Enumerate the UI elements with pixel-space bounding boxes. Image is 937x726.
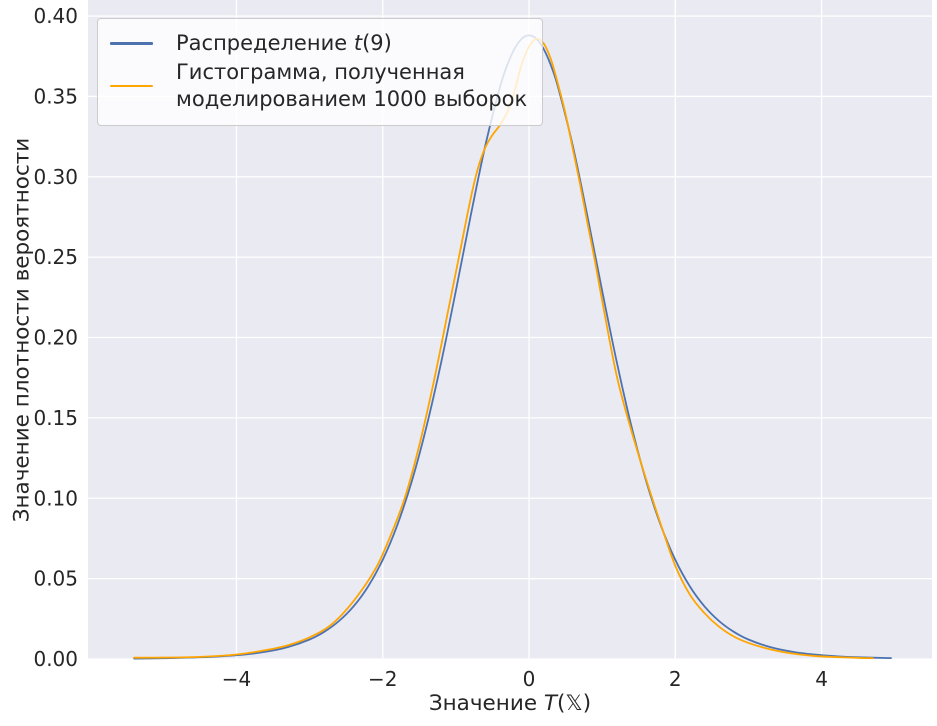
- y-tick-label: 0.15: [33, 406, 78, 430]
- x-tick-label: 4: [815, 667, 828, 691]
- y-tick-label: 0.05: [33, 567, 78, 591]
- y-axis-label: Значение плотности вероятности: [9, 137, 35, 523]
- x-tick-label: 0: [523, 667, 536, 691]
- x-axis-label: Значение T(𝕏): [428, 691, 592, 716]
- y-tick-label: 0.25: [33, 245, 78, 269]
- legend-label-histogram: Гистограмма, полученная моделированием 10…: [176, 60, 528, 111]
- y-tick-label: 0.10: [33, 486, 78, 510]
- legend-line-sample-blue: [110, 42, 153, 45]
- legend: Распределение t(9) Гистограмма, полученн…: [97, 18, 544, 126]
- y-tick-label: 0.20: [33, 326, 78, 350]
- legend-line-sample-orange: [110, 84, 153, 88]
- legend-item-t-distribution: Распределение t(9): [110, 30, 527, 57]
- y-tick-label: 0.35: [33, 84, 78, 108]
- x-tick-label: −2: [368, 667, 397, 691]
- y-tick-label: 0.00: [33, 647, 78, 671]
- legend-item-histogram: Гистограмма, полученная моделированием 10…: [110, 59, 527, 113]
- x-tick-label: 2: [669, 667, 682, 691]
- y-tick-label: 0.30: [33, 165, 78, 189]
- y-tick-label: 0.40: [33, 4, 78, 28]
- x-tick-label: −4: [222, 667, 251, 691]
- legend-label-t-distribution: Распределение t(9): [176, 31, 392, 55]
